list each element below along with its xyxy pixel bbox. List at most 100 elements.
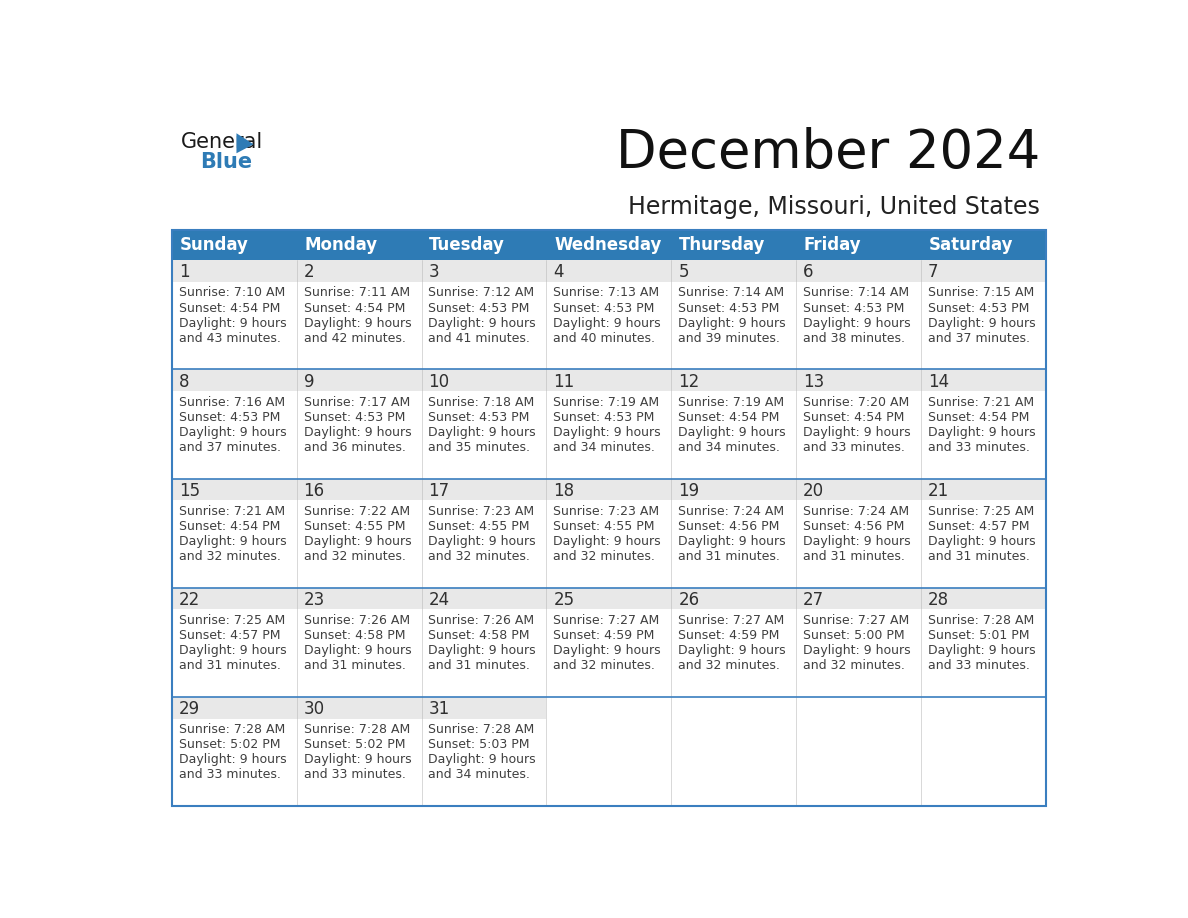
Text: Sunset: 4:57 PM: Sunset: 4:57 PM bbox=[178, 629, 280, 642]
Text: and 34 minutes.: and 34 minutes. bbox=[429, 768, 530, 781]
Text: 8: 8 bbox=[178, 373, 189, 390]
Text: and 32 minutes.: and 32 minutes. bbox=[554, 550, 656, 563]
Text: 17: 17 bbox=[429, 482, 449, 499]
Bar bbox=[422, 370, 546, 391]
Bar bbox=[796, 478, 921, 500]
Text: 14: 14 bbox=[928, 373, 949, 390]
Bar bbox=[921, 370, 1045, 391]
Text: Daylight: 9 hours: Daylight: 9 hours bbox=[803, 317, 911, 330]
Text: and 39 minutes.: and 39 minutes. bbox=[678, 331, 781, 344]
Bar bbox=[172, 478, 297, 500]
Bar bbox=[546, 261, 671, 282]
Text: Daylight: 9 hours: Daylight: 9 hours bbox=[678, 426, 786, 439]
Bar bbox=[671, 588, 796, 610]
Text: Sunset: 4:53 PM: Sunset: 4:53 PM bbox=[304, 410, 405, 424]
Text: 15: 15 bbox=[178, 482, 200, 499]
Text: and 37 minutes.: and 37 minutes. bbox=[178, 441, 280, 453]
Bar bbox=[671, 261, 796, 282]
Text: and 34 minutes.: and 34 minutes. bbox=[554, 441, 656, 453]
Text: 16: 16 bbox=[304, 482, 324, 499]
Text: Sunset: 4:53 PM: Sunset: 4:53 PM bbox=[178, 410, 280, 424]
Text: Daylight: 9 hours: Daylight: 9 hours bbox=[304, 317, 411, 330]
Text: Sunrise: 7:28 AM: Sunrise: 7:28 AM bbox=[304, 723, 410, 736]
Text: and 32 minutes.: and 32 minutes. bbox=[304, 550, 405, 563]
Text: 9: 9 bbox=[304, 373, 314, 390]
Text: Daylight: 9 hours: Daylight: 9 hours bbox=[678, 317, 786, 330]
Text: Daylight: 9 hours: Daylight: 9 hours bbox=[304, 426, 411, 439]
Text: Sunset: 4:58 PM: Sunset: 4:58 PM bbox=[429, 629, 530, 642]
Bar bbox=[172, 261, 297, 282]
Bar bbox=[546, 588, 671, 610]
Text: Daylight: 9 hours: Daylight: 9 hours bbox=[554, 644, 661, 657]
Text: Daylight: 9 hours: Daylight: 9 hours bbox=[178, 317, 286, 330]
Bar bbox=[546, 478, 671, 500]
Text: Sunset: 4:54 PM: Sunset: 4:54 PM bbox=[178, 520, 280, 532]
Text: Sunset: 4:54 PM: Sunset: 4:54 PM bbox=[928, 410, 1030, 424]
Text: and 32 minutes.: and 32 minutes. bbox=[554, 659, 656, 672]
Text: 1: 1 bbox=[178, 263, 189, 282]
Text: Sunset: 4:57 PM: Sunset: 4:57 PM bbox=[928, 520, 1030, 532]
Text: Blue: Blue bbox=[200, 151, 252, 172]
Text: Friday: Friday bbox=[804, 236, 861, 254]
Text: and 42 minutes.: and 42 minutes. bbox=[304, 331, 405, 344]
Text: 12: 12 bbox=[678, 373, 700, 390]
Text: Daylight: 9 hours: Daylight: 9 hours bbox=[178, 754, 286, 767]
Text: Hermitage, Missouri, United States: Hermitage, Missouri, United States bbox=[628, 195, 1040, 218]
Text: 18: 18 bbox=[554, 482, 575, 499]
Text: Sunrise: 7:21 AM: Sunrise: 7:21 AM bbox=[178, 505, 285, 518]
Bar bbox=[671, 478, 796, 500]
Text: 25: 25 bbox=[554, 591, 575, 609]
Text: 10: 10 bbox=[429, 373, 449, 390]
Bar bbox=[796, 588, 921, 610]
Text: and 41 minutes.: and 41 minutes. bbox=[429, 331, 530, 344]
Text: Sunday: Sunday bbox=[179, 236, 248, 254]
Text: Daylight: 9 hours: Daylight: 9 hours bbox=[178, 535, 286, 548]
Text: Sunset: 4:56 PM: Sunset: 4:56 PM bbox=[803, 520, 904, 532]
Text: Sunrise: 7:23 AM: Sunrise: 7:23 AM bbox=[429, 505, 535, 518]
Text: Sunset: 4:53 PM: Sunset: 4:53 PM bbox=[429, 301, 530, 315]
Text: and 37 minutes.: and 37 minutes. bbox=[928, 331, 1030, 344]
Text: 7: 7 bbox=[928, 263, 939, 282]
Text: Sunrise: 7:24 AM: Sunrise: 7:24 AM bbox=[678, 505, 784, 518]
Text: Sunset: 5:02 PM: Sunset: 5:02 PM bbox=[178, 738, 280, 751]
Text: Sunset: 4:54 PM: Sunset: 4:54 PM bbox=[803, 410, 904, 424]
Text: Daylight: 9 hours: Daylight: 9 hours bbox=[678, 535, 786, 548]
Text: Wednesday: Wednesday bbox=[554, 236, 662, 254]
Text: Sunset: 4:53 PM: Sunset: 4:53 PM bbox=[554, 301, 655, 315]
Text: Sunrise: 7:23 AM: Sunrise: 7:23 AM bbox=[554, 505, 659, 518]
Text: 31: 31 bbox=[429, 700, 450, 718]
Polygon shape bbox=[236, 133, 253, 153]
Bar bbox=[921, 588, 1045, 610]
Text: Sunrise: 7:26 AM: Sunrise: 7:26 AM bbox=[304, 614, 410, 627]
Text: Daylight: 9 hours: Daylight: 9 hours bbox=[928, 535, 1036, 548]
Bar bbox=[172, 230, 1045, 261]
Text: and 33 minutes.: and 33 minutes. bbox=[928, 659, 1030, 672]
Text: Daylight: 9 hours: Daylight: 9 hours bbox=[803, 535, 911, 548]
Text: 6: 6 bbox=[803, 263, 814, 282]
Text: Sunrise: 7:28 AM: Sunrise: 7:28 AM bbox=[178, 723, 285, 736]
Text: Saturday: Saturday bbox=[929, 236, 1013, 254]
Text: 5: 5 bbox=[678, 263, 689, 282]
Bar bbox=[796, 370, 921, 391]
Text: and 33 minutes.: and 33 minutes. bbox=[304, 768, 405, 781]
Text: Sunset: 4:59 PM: Sunset: 4:59 PM bbox=[554, 629, 655, 642]
Text: Sunset: 5:02 PM: Sunset: 5:02 PM bbox=[304, 738, 405, 751]
Text: 29: 29 bbox=[178, 700, 200, 718]
Bar bbox=[422, 697, 546, 719]
Text: Sunset: 5:00 PM: Sunset: 5:00 PM bbox=[803, 629, 905, 642]
Text: Sunrise: 7:16 AM: Sunrise: 7:16 AM bbox=[178, 396, 285, 409]
Text: Sunset: 4:54 PM: Sunset: 4:54 PM bbox=[304, 301, 405, 315]
Text: Sunrise: 7:17 AM: Sunrise: 7:17 AM bbox=[304, 396, 410, 409]
Bar bbox=[172, 370, 297, 391]
Text: Daylight: 9 hours: Daylight: 9 hours bbox=[678, 644, 786, 657]
Text: Daylight: 9 hours: Daylight: 9 hours bbox=[928, 644, 1036, 657]
Text: and 31 minutes.: and 31 minutes. bbox=[928, 550, 1030, 563]
Text: Sunset: 4:59 PM: Sunset: 4:59 PM bbox=[678, 629, 779, 642]
Text: Sunset: 4:55 PM: Sunset: 4:55 PM bbox=[554, 520, 655, 532]
Text: Sunrise: 7:15 AM: Sunrise: 7:15 AM bbox=[928, 286, 1035, 299]
Text: Sunrise: 7:27 AM: Sunrise: 7:27 AM bbox=[554, 614, 659, 627]
Text: Sunrise: 7:19 AM: Sunrise: 7:19 AM bbox=[554, 396, 659, 409]
Text: Daylight: 9 hours: Daylight: 9 hours bbox=[429, 754, 536, 767]
Text: 24: 24 bbox=[429, 591, 449, 609]
Text: Sunrise: 7:19 AM: Sunrise: 7:19 AM bbox=[678, 396, 784, 409]
